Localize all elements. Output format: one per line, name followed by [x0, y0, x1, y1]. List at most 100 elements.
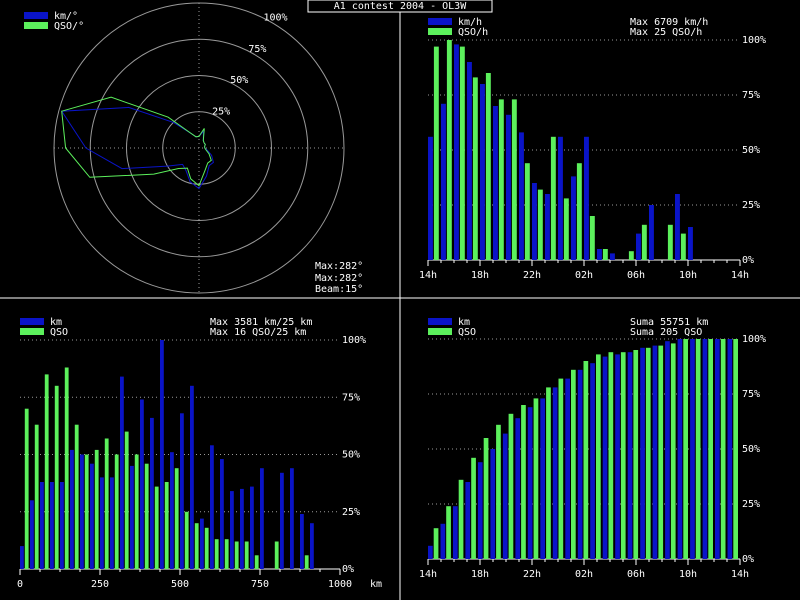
info-label-1: Suma 205 QSO: [630, 327, 702, 338]
bar-km: [636, 233, 641, 260]
legend-swatch-1: [428, 28, 452, 35]
x-tick-label-4: 06h: [627, 569, 645, 580]
bar-qso: [683, 339, 688, 559]
bar-km: [577, 369, 583, 559]
legend-label-1: QSO: [458, 327, 476, 338]
bar-km: [649, 205, 654, 260]
bar-km: [160, 340, 164, 569]
ring-label-2: 75%: [248, 44, 266, 55]
bar-qso: [546, 387, 551, 559]
bar-qso: [164, 482, 169, 569]
bar-qso: [24, 408, 29, 569]
legend-swatch-0: [428, 18, 452, 25]
info-label-0: Max 6709 km/h: [630, 17, 708, 28]
bar-km: [454, 44, 459, 261]
bar-qso: [214, 539, 219, 569]
bar-km: [465, 482, 471, 559]
title-box: [307, 0, 493, 13]
bar-km: [453, 506, 458, 559]
bar-qso: [84, 454, 89, 569]
bar-km: [519, 132, 524, 260]
x-tick-label-5: 10h: [679, 569, 697, 580]
bar-qso: [720, 339, 726, 559]
bar-km: [150, 417, 154, 569]
legend-label-1: QSO/h: [458, 27, 488, 38]
bar-km: [610, 253, 615, 260]
bar-km: [60, 482, 64, 569]
x-tick-label-2: 22h: [523, 569, 541, 580]
bar-qso: [471, 457, 476, 559]
bar-km: [565, 378, 570, 559]
bar-qso: [589, 216, 595, 260]
bar-km: [690, 339, 695, 559]
bar-km: [110, 477, 114, 569]
bar-km: [640, 347, 645, 559]
bar-qso: [485, 73, 491, 260]
polar-panel: 25%50%75%100%km/°QSO/°Max:282°Max:282°Be…: [24, 2, 363, 295]
x-tick-label-0: 14h: [419, 569, 437, 580]
legend-label-1: QSO/°: [54, 21, 84, 32]
y-tick-label-4: 100%: [742, 35, 766, 46]
x-tick-label-4: 06h: [627, 270, 645, 281]
bar-km: [665, 341, 670, 559]
bar-qso: [174, 468, 179, 569]
bar-qso: [576, 163, 582, 260]
bar-qso: [608, 352, 614, 559]
max-label-qso: Max:282°: [315, 273, 363, 284]
bar-km: [440, 523, 446, 559]
bar-qso: [524, 163, 530, 260]
bar-km: [615, 354, 620, 559]
bar-km: [677, 339, 683, 559]
bar-km: [688, 227, 693, 260]
bar-km: [490, 449, 496, 559]
chart-title: A1 contest 2004 - OL3W: [334, 1, 467, 12]
bar-km: [545, 194, 550, 260]
bar-qso: [254, 555, 259, 569]
bar-km: [240, 488, 244, 570]
bar-qso: [483, 438, 489, 559]
x-tick-label-3: 750: [251, 579, 269, 590]
bar-qso: [34, 424, 39, 569]
x-tick-label-6: 14h: [731, 569, 749, 580]
bar-km: [140, 399, 144, 569]
x-tick-label-2: 500: [171, 579, 189, 590]
bar-qso: [234, 541, 239, 569]
bar-qso: [633, 350, 639, 559]
ring-label-3: 100%: [263, 12, 287, 23]
bar-km: [120, 376, 124, 569]
bar-qso: [708, 339, 713, 559]
bar-km: [602, 356, 608, 559]
bar-qso: [459, 46, 465, 260]
x-tick-label-0: 0: [17, 579, 23, 590]
cumulative-panel: 0% 25% 50% 75% 100% 14h 18h 22h 02h 06h 10h 14h kmQS…: [419, 317, 766, 580]
legend-swatch-1: [428, 328, 452, 335]
bar-qso: [244, 541, 249, 569]
bar-qso: [733, 339, 738, 559]
bar-qso: [537, 189, 543, 260]
bar-km: [310, 523, 314, 569]
legend-label-0: km: [50, 317, 62, 328]
bar-km: [90, 463, 94, 569]
bar-qso: [433, 46, 439, 260]
bar-qso: [620, 352, 626, 559]
ring-label-1: 50%: [230, 75, 248, 86]
bar-km: [200, 518, 204, 569]
x-tick-label-5: 10h: [679, 270, 697, 281]
y-tick-label-4: 100%: [742, 334, 766, 345]
bar-qso: [114, 454, 119, 569]
bar-qso: [224, 539, 229, 569]
bar-qso: [304, 555, 309, 569]
bar-qso: [124, 431, 129, 569]
bar-qso: [134, 454, 139, 569]
bar-km: [280, 472, 284, 569]
bar-km: [652, 345, 658, 559]
bar-qso: [550, 136, 556, 260]
y-tick-label-0: 0%: [742, 255, 754, 266]
max-label-km: Max:282°: [315, 261, 363, 272]
bar-qso: [680, 233, 686, 260]
y-tick-label-0: 0%: [742, 554, 754, 565]
legend-swatch-1: [24, 22, 48, 29]
bar-km: [190, 385, 194, 569]
info-label-1: Max 25 QSO/h: [630, 27, 702, 38]
